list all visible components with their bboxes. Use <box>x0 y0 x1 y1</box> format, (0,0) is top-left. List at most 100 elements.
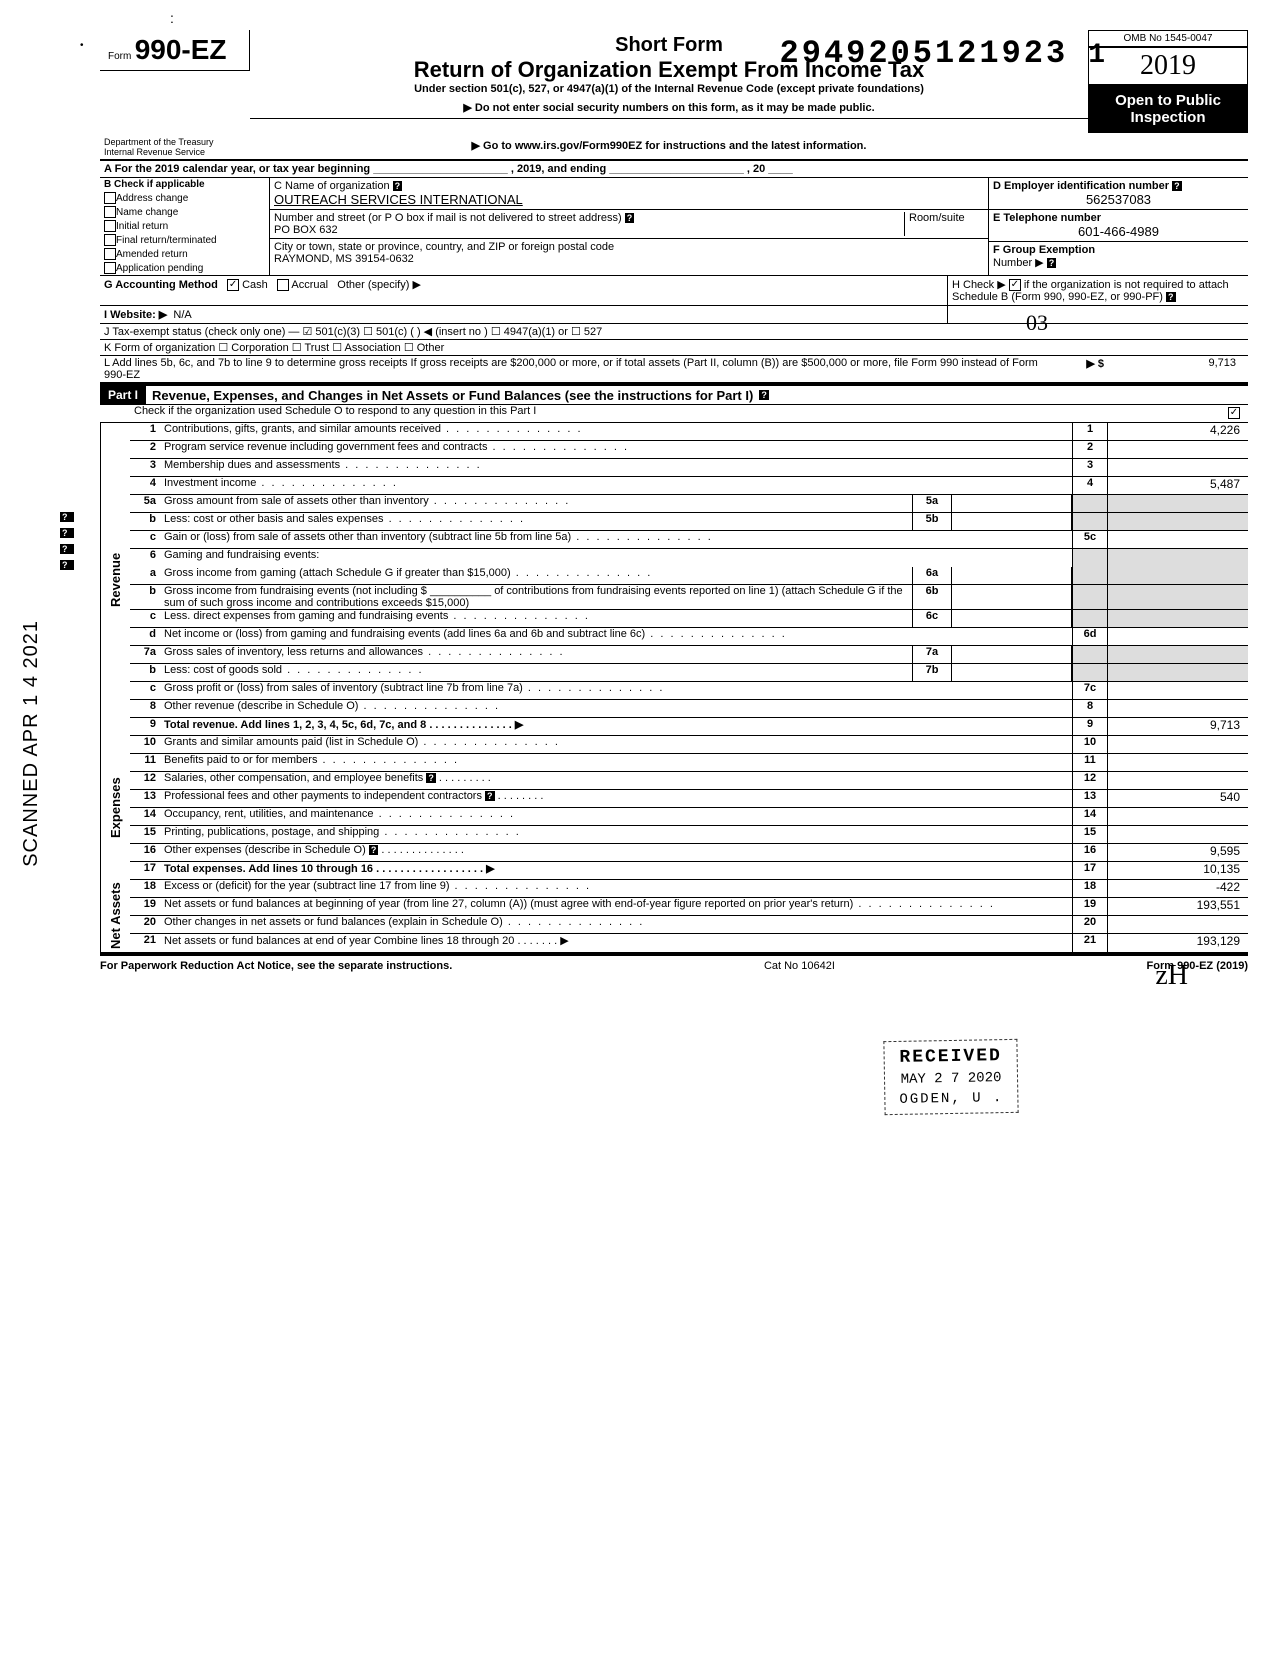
chk-accrual[interactable] <box>277 279 289 291</box>
chk-final-return[interactable]: Final return/terminated <box>100 233 269 247</box>
org-address: PO BOX 632 <box>274 224 338 236</box>
chk-application-pending[interactable]: Application pending <box>100 261 269 275</box>
ein-value: 562537083 <box>993 192 1244 207</box>
bullet-mark: • <box>80 40 84 51</box>
line-g-h: G Accounting Method Cash Accrual Other (… <box>100 276 1248 306</box>
help-icon[interactable]: ? <box>625 213 635 223</box>
line-18: 18Excess or (deficit) for the year (subt… <box>130 880 1248 898</box>
page-footer: For Paperwork Reduction Act Notice, see … <box>100 954 1248 972</box>
line-j: J Tax-exempt status (check only one) — ☑… <box>100 324 1248 340</box>
footer-left: For Paperwork Reduction Act Notice, see … <box>100 960 452 972</box>
ein-row: D Employer identification number ? 56253… <box>989 178 1248 210</box>
part1-title: Revenue, Expenses, and Changes in Net As… <box>146 388 753 403</box>
omb-number: OMB No 1545-0047 <box>1088 30 1248 47</box>
line-6d: dNet income or (loss) from gaming and fu… <box>130 628 1248 646</box>
line-4: 4Investment income45,487 <box>130 477 1248 495</box>
expenses-block: Expenses 10Grants and similar amounts pa… <box>100 736 1248 880</box>
form-number: 990-EZ <box>135 34 227 65</box>
help-icon[interactable]: ? <box>369 845 379 855</box>
right-header-stack: OMB No 1545-0047 2019 Open to Public Ins… <box>1088 30 1248 133</box>
form-note1: ▶ Do not enter social security numbers o… <box>258 101 1080 114</box>
line-8: 8Other revenue (describe in Schedule O)8 <box>130 700 1248 718</box>
dept-label: Department of the Treasury Internal Reve… <box>100 135 250 159</box>
line-5a: 5aGross amount from sale of assets other… <box>130 495 1248 513</box>
line-l: L Add lines 5b, 6c, and 7b to line 9 to … <box>100 356 1248 384</box>
line-5c: cGain or (loss) from sale of assets othe… <box>130 531 1248 549</box>
form-number-box: Form 990-EZ <box>100 30 250 71</box>
line-3: 3Membership dues and assessments3 <box>130 459 1248 477</box>
line-21: 21Net assets or fund balances at end of … <box>130 934 1248 952</box>
help-icon[interactable]: ? <box>1172 181 1182 191</box>
room-suite: Room/suite <box>904 212 984 236</box>
line-16: 16Other expenses (describe in Schedule O… <box>130 844 1248 862</box>
help-icon[interactable]: ? <box>60 512 74 522</box>
line-h: H Check ▶ if the organization is not req… <box>948 276 1248 305</box>
form-prefix: Form <box>108 51 131 62</box>
help-icon[interactable]: ? <box>60 544 74 554</box>
chk-initial-return[interactable]: Initial return <box>100 219 269 233</box>
part1-check-line: Check if the organization used Schedule … <box>100 405 1248 423</box>
line-15: 15Printing, publications, postage, and s… <box>130 826 1248 844</box>
org-city: RAYMOND, MS 39154-0632 <box>274 253 414 265</box>
line-19: 19Net assets or fund balances at beginni… <box>130 898 1248 916</box>
help-icon[interactable]: ? <box>1166 292 1176 302</box>
help-icon[interactable]: ? <box>60 528 74 538</box>
section-de: D Employer identification number ? 56253… <box>988 178 1248 275</box>
revenue-block: Revenue 1Contributions, gifts, grants, a… <box>100 423 1248 736</box>
line-i-row: I Website: ▶ N/A <box>100 306 1248 324</box>
chk-name-change[interactable]: Name change <box>100 205 269 219</box>
stamp-top-number: 29492051219231 <box>780 35 1108 72</box>
chk-address-change[interactable]: Address change <box>100 191 269 205</box>
line-k: K Form of organization ☐ Corporation ☐ T… <box>100 340 1248 356</box>
line-12: 12Salaries, other compensation, and empl… <box>130 772 1248 790</box>
tax-year: 2019 <box>1088 47 1248 85</box>
help-icon[interactable]: ? <box>1047 258 1057 268</box>
chk-cash[interactable] <box>227 279 239 291</box>
addr-row: Number and street (or P O box if mail is… <box>270 210 988 239</box>
identity-block: B Check if applicable Address change Nam… <box>100 178 1248 276</box>
help-icon[interactable]: ? <box>485 791 495 801</box>
website-value: N/A <box>173 309 191 321</box>
line-l-value: 9,713 <box>1104 357 1244 369</box>
goto-note: ▶ Go to www.irs.gov/Form990EZ for instru… <box>250 135 1088 159</box>
line-2: 2Program service revenue including gover… <box>130 441 1248 459</box>
line-10: 10Grants and similar amounts paid (list … <box>130 736 1248 754</box>
line-6b: bGross income from fundraising events (n… <box>130 585 1248 610</box>
line-6: 6Gaming and fundraising events: <box>130 549 1248 567</box>
section-a: A For the 2019 calendar year, or tax yea… <box>100 161 1248 178</box>
line-1: 1Contributions, gifts, grants, and simil… <box>130 423 1248 441</box>
chk-amended-return[interactable]: Amended return <box>100 247 269 261</box>
revenue-side-label: Revenue <box>100 423 130 736</box>
line-13: 13Professional fees and other payments t… <box>130 790 1248 808</box>
help-icon[interactable]: ? <box>426 773 436 783</box>
line-5b: bLess: cost or other basis and sales exp… <box>130 513 1248 531</box>
qmark-sidebar: ? ? ? ? <box>60 512 74 576</box>
form-subtitle: Under section 501(c), 527, or 4947(a)(1)… <box>258 83 1080 95</box>
line-9: 9Total revenue. Add lines 1, 2, 3, 4, 5c… <box>130 718 1248 736</box>
dot-mark: : <box>170 10 174 26</box>
line-7b: bLess: cost of goods sold7b <box>130 664 1248 682</box>
line-7c: cGross profit or (loss) from sales of in… <box>130 682 1248 700</box>
city-row: City or town, state or province, country… <box>270 239 988 267</box>
netassets-side-label: Net Assets <box>100 880 130 952</box>
help-icon[interactable]: ? <box>393 181 403 191</box>
line-7a: 7aGross sales of inventory, less returns… <box>130 646 1248 664</box>
open-to-public: Open to Public Inspection <box>1088 85 1248 133</box>
chk-h[interactable] <box>1009 279 1021 291</box>
help-icon[interactable]: ? <box>60 560 74 570</box>
chk-schedule-o[interactable] <box>1228 407 1240 419</box>
line-6c: cLess. direct expenses from gaming and f… <box>130 610 1248 628</box>
section-a-text: A For the 2019 calendar year, or tax yea… <box>100 161 1248 177</box>
help-icon[interactable]: ? <box>759 390 769 400</box>
line-11: 11Benefits paid to or for members11 <box>130 754 1248 772</box>
footer-mid: Cat No 10642I <box>764 960 835 972</box>
received-stamp: RECEIVED MAY 2 7 2020 OGDEN, U . <box>883 1039 1018 1115</box>
handwritten-ink: 03 <box>1026 310 1048 336</box>
expenses-side-label: Expenses <box>100 736 130 880</box>
part1-header: Part I Revenue, Expenses, and Changes in… <box>100 384 1248 405</box>
phone-row: E Telephone number 601-466-4989 <box>989 210 1248 242</box>
section-b-label: B Check if applicable <box>100 178 269 191</box>
section-c: C Name of organization ? OUTREACH SERVIC… <box>270 178 988 275</box>
org-name-row: C Name of organization ? OUTREACH SERVIC… <box>270 178 988 210</box>
netassets-block: Net Assets 18Excess or (deficit) for the… <box>100 880 1248 954</box>
